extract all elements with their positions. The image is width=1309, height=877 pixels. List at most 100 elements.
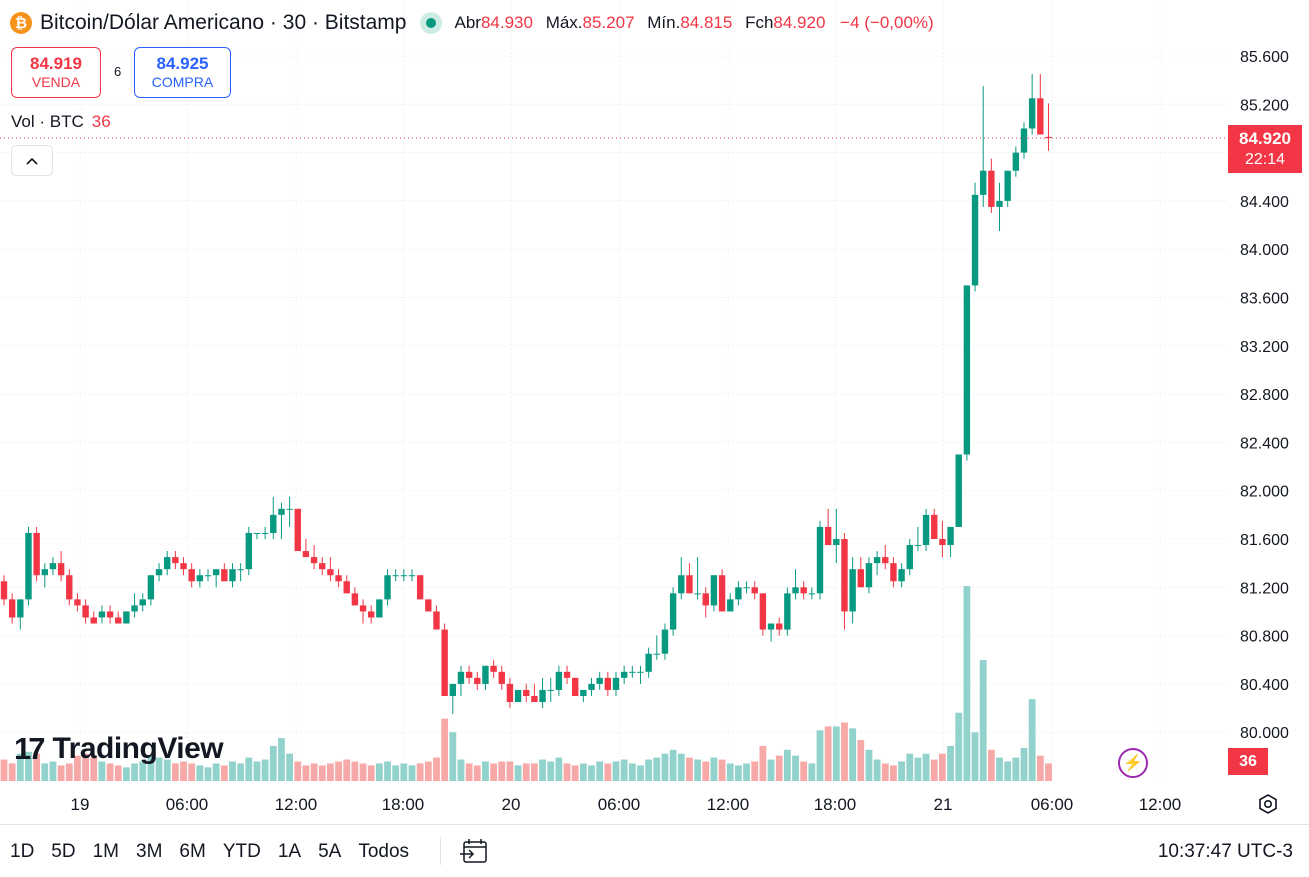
volume-bar [269, 745, 277, 781]
candle-body [612, 677, 620, 690]
candle-body [164, 557, 171, 570]
time-tick-label: 21 [934, 795, 953, 814]
volume-bar [841, 722, 848, 781]
volume-bar [637, 765, 644, 781]
time-tick-label: 19 [71, 795, 90, 814]
buy-button[interactable]: 84.925 COMPRA [134, 47, 231, 98]
candle-body [245, 532, 252, 570]
candle-body [531, 695, 538, 703]
candle-body [694, 593, 701, 595]
volume-bar [751, 761, 759, 781]
price-axis[interactable]: 85.60085.20084.80084.40084.00083.60083.2… [1240, 49, 1289, 742]
price-tick-label: 84.400 [1240, 194, 1289, 211]
volume-bar [384, 761, 391, 781]
collapse-legend-button[interactable] [11, 145, 53, 176]
volume-bar [261, 759, 269, 781]
volume-bar [424, 761, 432, 781]
volume-bar [1004, 761, 1012, 781]
range-1d[interactable]: 1D [10, 841, 35, 862]
candle-body [294, 508, 301, 552]
candle-body [368, 611, 375, 618]
candle-body [408, 575, 416, 577]
volume-bar [220, 765, 228, 781]
range-5a[interactable]: 5A [318, 841, 342, 862]
volume-bar [482, 761, 489, 781]
toolbar-divider [440, 837, 441, 865]
volume-bar [16, 753, 24, 781]
close-label: Fch [745, 13, 774, 32]
volume-bar [74, 755, 81, 781]
candle-body [588, 683, 595, 690]
volume-bar [57, 765, 65, 781]
candle-body [49, 563, 57, 570]
tradingview-logo[interactable]: 17 TradingView [14, 731, 224, 767]
symbol-title[interactable]: Bitcoin/Dólar Americano · 30 · Bitstamp [40, 11, 407, 34]
candle-body [947, 526, 954, 546]
candle-body [188, 569, 195, 582]
candle-body [98, 611, 106, 618]
volume-bar [114, 765, 122, 781]
range-todos[interactable]: Todos [358, 841, 410, 862]
volume-bar [963, 586, 971, 781]
candle-body [865, 563, 873, 588]
volume-bar [726, 763, 734, 781]
time-tick-label: 06:00 [1031, 795, 1074, 814]
volume-bar [147, 755, 155, 781]
range-ytd[interactable]: YTD [222, 841, 261, 862]
volume-bar [579, 763, 587, 781]
lightning-icon[interactable]: ⚡ [1118, 748, 1148, 778]
go-to-date-button[interactable] [458, 837, 492, 867]
candlesticks [0, 74, 1052, 715]
candle-body [74, 599, 81, 606]
price-tick-label: 80.400 [1240, 677, 1289, 694]
candle-body [82, 605, 89, 618]
candle-body [482, 665, 489, 684]
volume-bar [922, 753, 930, 781]
range-1m[interactable]: 1M [92, 841, 119, 862]
candle-body [498, 671, 505, 684]
low-label: Mín. [647, 13, 681, 32]
candle-body [653, 653, 660, 655]
volume-bar [163, 759, 171, 781]
candle-body [25, 532, 32, 600]
volume-bar [759, 745, 767, 781]
buy-label: COMPRA [151, 74, 214, 90]
volume-legend[interactable]: Vol · BTC 36 [11, 112, 111, 132]
time-axis[interactable]: 19 06:00 12:00 18:00 20 06:00 12:00 18:00 21 06:0… [71, 795, 1182, 814]
price-tick-label: 82.000 [1240, 484, 1289, 501]
candle-body [596, 677, 603, 684]
chart-settings-icon[interactable] [1256, 792, 1280, 816]
candle-body [906, 545, 913, 570]
candle-body [563, 671, 571, 678]
range-6m[interactable]: 6M [179, 841, 206, 862]
volume-bar [865, 749, 873, 781]
volume-bar [661, 753, 669, 781]
timezone-clock[interactable]: 10:37:47 UTC-3 [1157, 841, 1293, 862]
spread-value: 6 [114, 64, 122, 79]
buy-price: 84.925 [156, 54, 209, 73]
candle-body [1045, 136, 1052, 139]
candle-body [922, 514, 930, 546]
range-3m[interactable]: 3M [136, 841, 163, 862]
volume-bar [857, 740, 865, 781]
candle-body [490, 665, 497, 672]
candle-body [637, 671, 644, 673]
candle-body [735, 587, 742, 600]
bottom-toolbar: 1D 5D 1M 3M 6M YTD 1A 5A Todos 10:37:47 … [0, 824, 1309, 877]
time-tick-label: 18:00 [382, 795, 425, 814]
candle-body [939, 539, 946, 546]
candle-body [212, 569, 220, 576]
volume-bar [669, 749, 677, 781]
candle-body [270, 514, 277, 533]
sell-button[interactable]: 84.919 VENDA [11, 47, 101, 98]
volume-bar [441, 718, 449, 781]
volume-bar [457, 759, 465, 781]
volume-bar [188, 763, 196, 781]
range-5d[interactable]: 5D [51, 841, 76, 862]
price-chart[interactable]: 85.60085.20084.80084.40084.00083.60083.2… [0, 0, 1309, 820]
candle-body [1004, 170, 1011, 201]
range-selector: 1D 5D 1M 3M 6M YTD 1A 5A Todos [10, 841, 426, 863]
candle-body [172, 557, 179, 564]
volume-bar [596, 761, 604, 781]
range-1a[interactable]: 1A [277, 841, 302, 862]
